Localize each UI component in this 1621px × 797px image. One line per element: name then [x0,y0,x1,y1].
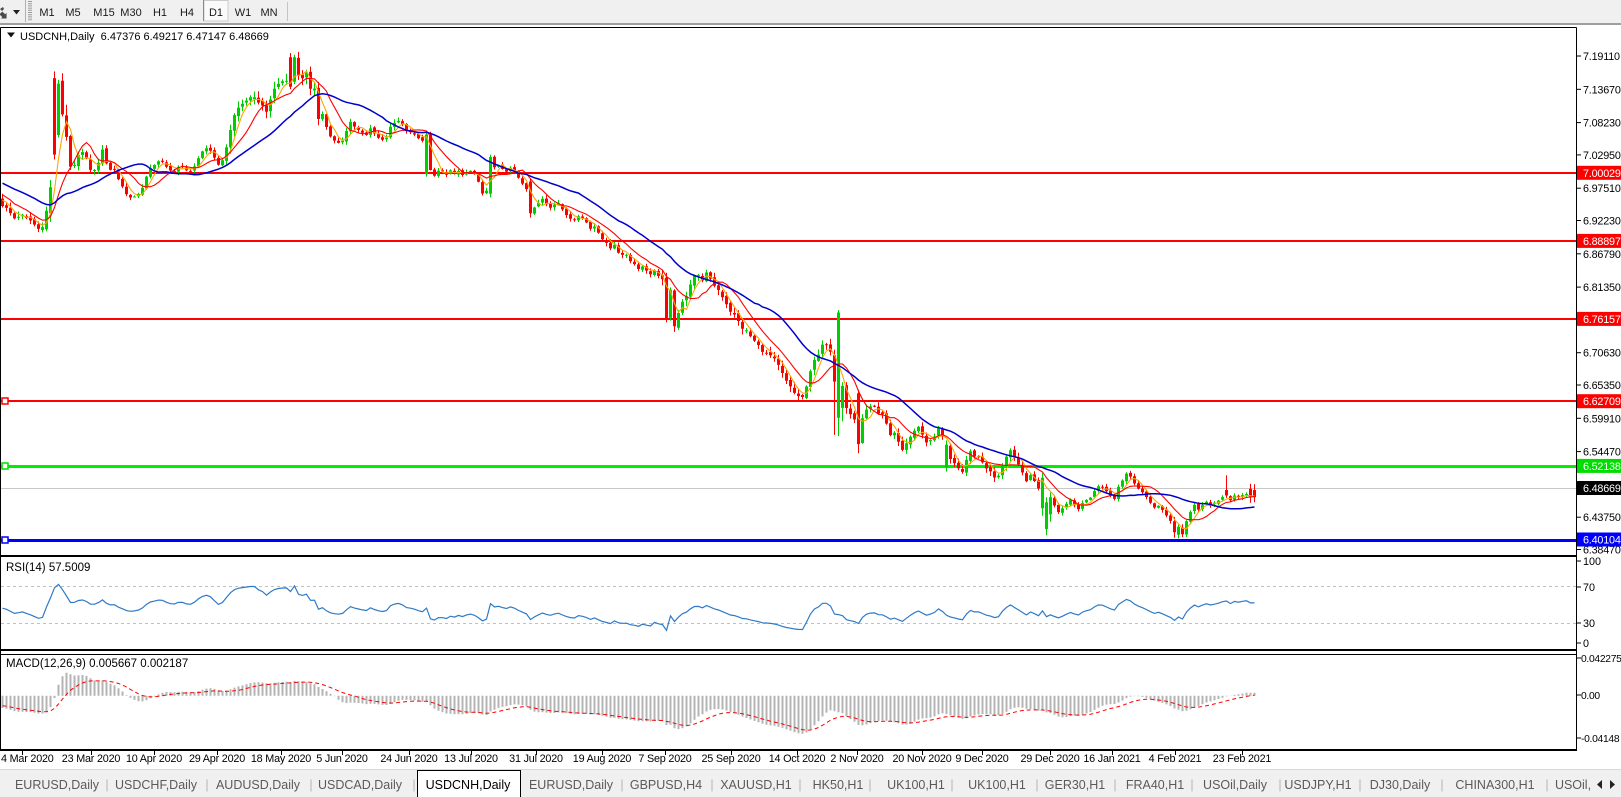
svg-text:M15: M15 [93,7,114,19]
svg-text:6.81350: 6.81350 [1583,282,1621,294]
svg-text:EURUSD,Daily: EURUSD,Daily [15,778,100,792]
svg-text:UK100,H1: UK100,H1 [887,778,945,792]
svg-text:6.62709: 6.62709 [1583,396,1621,408]
svg-text:W1: W1 [235,7,252,19]
svg-text:29 Dec 2020: 29 Dec 2020 [1020,753,1079,765]
svg-text:|: | [105,778,108,792]
svg-text:AUDUSD,Daily: AUDUSD,Daily [216,778,301,792]
svg-text:EURUSD,Daily: EURUSD,Daily [529,778,614,792]
svg-text:19 Aug 2020: 19 Aug 2020 [573,753,632,765]
svg-text:H1: H1 [153,7,167,19]
svg-text:7.13670: 7.13670 [1583,84,1621,96]
svg-text:6.40104: 6.40104 [1583,535,1621,547]
svg-text:4 Feb 2021: 4 Feb 2021 [1149,753,1202,765]
svg-text:|: | [1190,778,1193,792]
svg-text:UK100,H1: UK100,H1 [968,778,1026,792]
svg-text:2 Nov 2020: 2 Nov 2020 [830,753,883,765]
svg-text:USDJPY,H1: USDJPY,H1 [1284,778,1351,792]
svg-text:|: | [412,778,415,792]
svg-text:-0.04148: -0.04148 [1581,734,1620,745]
svg-text:|: | [1113,778,1116,792]
svg-text:9 Dec 2020: 9 Dec 2020 [955,753,1008,765]
svg-text:24 Jun 2020: 24 Jun 2020 [380,753,437,765]
svg-text:30: 30 [1583,618,1595,630]
svg-text:0: 0 [1583,638,1589,650]
svg-text:H4: H4 [180,7,194,19]
svg-text:|: | [1358,778,1361,792]
svg-text:HK50,H1: HK50,H1 [813,778,864,792]
svg-text:10 Apr 2020: 10 Apr 2020 [126,753,182,765]
svg-text:|: | [620,778,623,792]
svg-text:7 Sep 2020: 7 Sep 2020 [638,753,691,765]
svg-text:|: | [1545,778,1548,792]
svg-text:M1: M1 [39,7,54,19]
svg-text:6.88897: 6.88897 [1583,236,1621,248]
svg-text:7.00029: 7.00029 [1583,168,1621,180]
svg-text:RSI(14) 57.5009: RSI(14) 57.5009 [6,562,90,574]
svg-text:6.59910: 6.59910 [1583,413,1621,425]
svg-text:USOil,: USOil, [1555,778,1591,792]
svg-text:|: | [1278,778,1281,792]
svg-text:GBPUSD,H4: GBPUSD,H4 [630,778,702,792]
svg-text:100: 100 [1583,556,1601,568]
svg-text:23 Mar 2020: 23 Mar 2020 [62,753,121,765]
svg-text:M5: M5 [65,7,80,19]
svg-text:6.43750: 6.43750 [1583,512,1621,524]
svg-text:6.38470: 6.38470 [1583,545,1621,557]
svg-text:6.65350: 6.65350 [1583,380,1621,392]
svg-text:6.86790: 6.86790 [1583,249,1621,261]
svg-text:14 Oct 2020: 14 Oct 2020 [769,753,826,765]
svg-text:0.00: 0.00 [1581,691,1600,702]
svg-text:18 May 2020: 18 May 2020 [251,753,311,765]
svg-text:FRA40,H1: FRA40,H1 [1126,778,1184,792]
svg-text:7.19110: 7.19110 [1583,51,1620,63]
svg-text:DJ30,Daily: DJ30,Daily [1370,778,1431,792]
svg-text:|: | [205,778,208,792]
svg-text:|: | [1440,778,1443,792]
svg-text:|: | [309,778,312,792]
svg-text:XAUUSD,H1: XAUUSD,H1 [720,778,792,792]
svg-text:70: 70 [1583,582,1595,594]
svg-text:0.042275: 0.042275 [1581,654,1621,665]
svg-text:7.08230: 7.08230 [1583,118,1621,130]
svg-text:6.92230: 6.92230 [1583,216,1621,228]
svg-text:4 Mar 2020: 4 Mar 2020 [1,753,54,765]
svg-text:29 Apr 2020: 29 Apr 2020 [189,753,245,765]
svg-text:USDCNH,Daily 6.47376 6.49217: USDCNH,Daily 6.47376 6.49217 6.47147 6.4… [20,31,269,43]
svg-text:16 Jan 2021: 16 Jan 2021 [1083,753,1140,765]
svg-text:USDCHF,Daily: USDCHF,Daily [115,778,198,792]
svg-text:5 Jun 2020: 5 Jun 2020 [316,753,368,765]
svg-text:|: | [710,778,713,792]
svg-text:6.70630: 6.70630 [1583,348,1621,360]
svg-text:USOil,Daily: USOil,Daily [1203,778,1268,792]
svg-text:USDCAD,Daily: USDCAD,Daily [318,778,403,792]
svg-text:6.97510: 6.97510 [1583,183,1621,195]
svg-text:|: | [1035,778,1038,792]
svg-text:MN: MN [260,7,277,19]
svg-text:|: | [798,778,801,792]
svg-text:6.48669: 6.48669 [1583,483,1621,495]
svg-text:MACD(12,26,9) 0.005667 0.00218: MACD(12,26,9) 0.005667 0.002187 [6,658,188,670]
svg-text:23 Feb 2021: 23 Feb 2021 [1213,753,1272,765]
svg-text:GER30,H1: GER30,H1 [1045,778,1105,792]
svg-text:CHINA300,H1: CHINA300,H1 [1455,778,1534,792]
svg-text:6.54470: 6.54470 [1583,447,1621,459]
svg-text:|: | [868,778,871,792]
svg-text:7.02950: 7.02950 [1583,150,1621,162]
svg-text:31 Jul 2020: 31 Jul 2020 [509,753,563,765]
svg-text:25 Sep 2020: 25 Sep 2020 [701,753,760,765]
svg-text:M30: M30 [120,7,141,19]
svg-text:13 Jul 2020: 13 Jul 2020 [444,753,498,765]
svg-text:USDCNH,Daily: USDCNH,Daily [426,778,511,792]
svg-text:D1: D1 [209,7,223,19]
svg-text:6.52138: 6.52138 [1583,461,1621,473]
svg-text:20 Nov 2020: 20 Nov 2020 [892,753,951,765]
svg-text:|: | [950,778,953,792]
svg-text:6.76157: 6.76157 [1583,314,1621,326]
